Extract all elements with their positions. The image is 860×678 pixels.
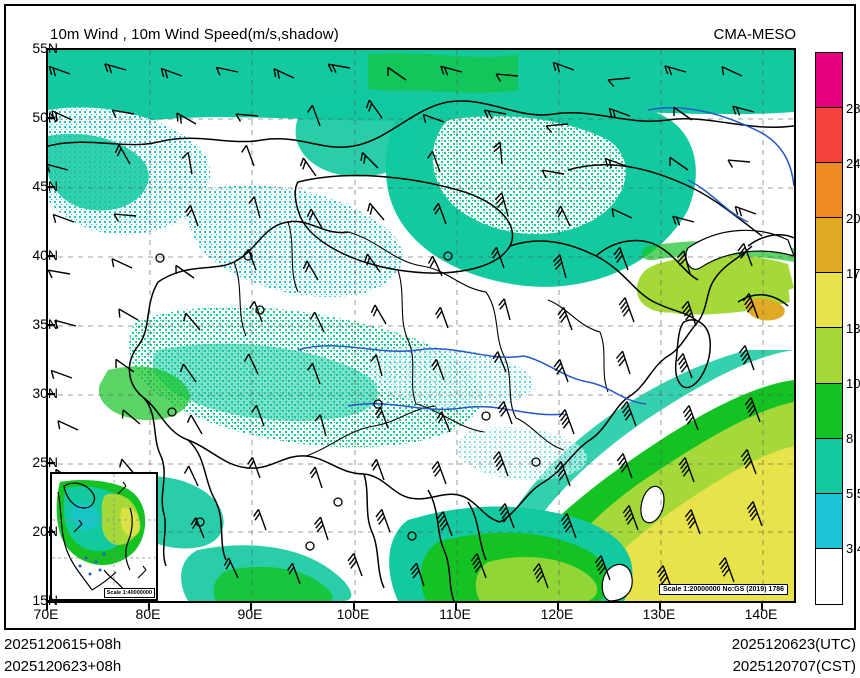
- lat-tick: [46, 186, 55, 188]
- colorbar[interactable]: [815, 52, 843, 605]
- lat-tick: [46, 462, 55, 464]
- lon-tick: [250, 601, 252, 610]
- lat-label-40N: 40N: [32, 247, 58, 263]
- lon-tick: [455, 601, 457, 610]
- lon-label-100E: 100E: [336, 606, 370, 622]
- colorbar-band-5: [816, 328, 842, 384]
- lat-label-20N: 20N: [32, 523, 58, 539]
- lon-label-120E: 120E: [540, 606, 574, 622]
- footer-valid-utc: 2025120623(UTC): [731, 636, 856, 653]
- map-canvas: [48, 50, 794, 601]
- colorbar-band-4: [816, 273, 842, 329]
- inset-map[interactable]: Scale 1:40000000: [50, 472, 158, 601]
- colorbar-tick-20.8: 20.8: [846, 211, 860, 226]
- colorbar-band-8: [816, 493, 842, 549]
- colorbar-tick-13.9: 13.9: [846, 321, 860, 336]
- lat-label-30N: 30N: [32, 385, 58, 401]
- lon-tick: [46, 601, 48, 610]
- lat-label-35N: 35N: [32, 316, 58, 332]
- footer-init-time-1: 2025120615+08h: [4, 636, 122, 653]
- lon-label-110E: 110E: [439, 606, 471, 622]
- lat-tick: [46, 531, 55, 533]
- map-plot-area[interactable]: Scale 1:20000000 No:GS (2019) 1786: [46, 48, 796, 603]
- colorbar-band-9: [816, 548, 842, 604]
- colorbar-band-7: [816, 438, 842, 494]
- wind-barb-layer: [48, 61, 763, 594]
- lon-tick: [761, 601, 763, 610]
- map-scale-label: Scale 1:20000000 No:GS (2019) 1786: [658, 584, 788, 595]
- lon-label-90E: 90E: [237, 606, 263, 622]
- colorbar-band-2: [816, 163, 842, 219]
- lat-tick: [46, 393, 55, 395]
- lat-label-55N: 55N: [32, 40, 58, 56]
- colorbar-tick-10.8: 10.8: [846, 376, 860, 391]
- lon-label-70E: 70E: [33, 606, 59, 622]
- colorbar-tick-3.4: 3.4: [846, 541, 860, 556]
- colorbar-band-1: [816, 108, 842, 164]
- lat-tick: [46, 117, 55, 119]
- inset-scale-label: Scale 1:40000000: [103, 588, 155, 598]
- lon-tick: [148, 601, 150, 610]
- lon-tick: [557, 601, 559, 610]
- inset-canvas: [52, 474, 156, 599]
- colorbar-band-3: [816, 218, 842, 274]
- colorbar-tick-28.5: 28.5: [846, 101, 860, 116]
- colorbar-tick-24.5: 24.5: [846, 156, 860, 171]
- lat-tick: [46, 324, 55, 326]
- lat-tick: [46, 255, 55, 257]
- lon-label-140E: 140E: [744, 606, 778, 622]
- lat-label-25N: 25N: [32, 454, 58, 470]
- lat-label-50N: 50N: [32, 109, 58, 125]
- colorbar-tick-8: 8: [846, 431, 854, 446]
- lon-label-80E: 80E: [135, 606, 161, 622]
- lat-tick: [46, 48, 55, 50]
- colorbar-band-0: [816, 53, 842, 109]
- colorbar-tick-17.2: 17.2: [846, 266, 860, 281]
- lon-label-130E: 130E: [642, 606, 676, 622]
- colorbar-band-6: [816, 383, 842, 439]
- colorbar-tick-5.5: 5.5: [846, 486, 860, 501]
- chart-frame: 10m Wind , 10m Wind Speed(m/s,shadow) CM…: [4, 4, 860, 630]
- page-title: 10m Wind , 10m Wind Speed(m/s,shadow): [50, 26, 339, 43]
- lat-label-15N: 15N: [32, 592, 58, 608]
- lat-tick: [46, 600, 55, 602]
- lat-label-45N: 45N: [32, 178, 58, 194]
- footer-valid-cst: 2025120707(CST): [732, 658, 856, 675]
- model-label: CMA-MESO: [713, 26, 797, 43]
- footer-init-time-2: 2025120623+08h: [4, 658, 122, 675]
- lon-tick: [353, 601, 355, 610]
- lon-tick: [659, 601, 661, 610]
